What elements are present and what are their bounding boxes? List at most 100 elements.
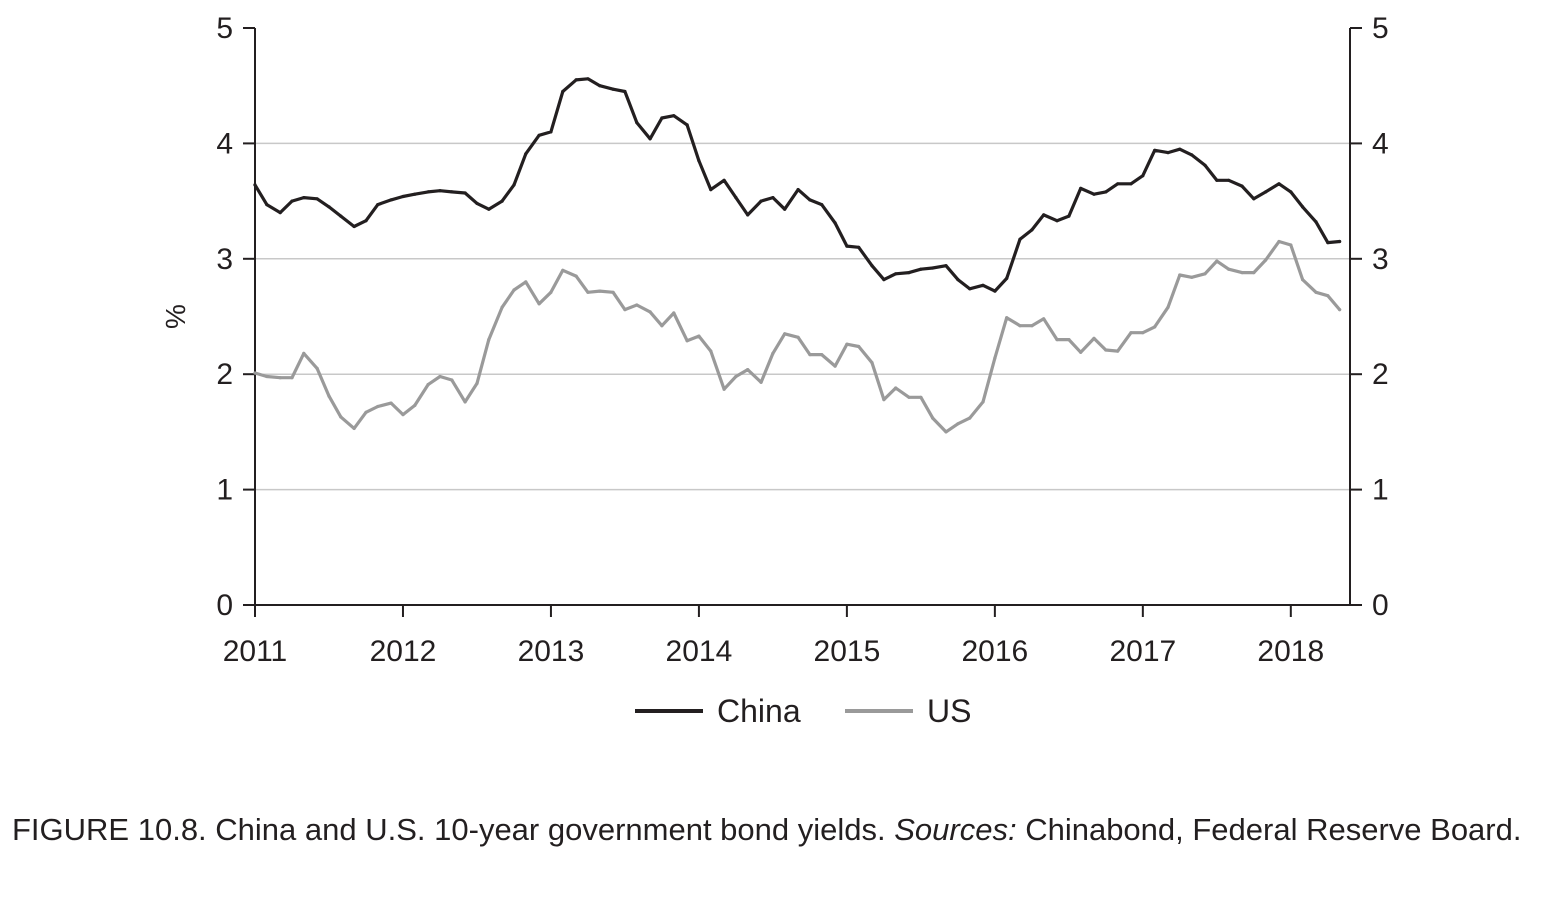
data-point-us-28 [598, 289, 602, 293]
data-point-us-6 [327, 394, 331, 398]
y-tick-label-left-3: 3 [216, 243, 233, 276]
data-point-china-60 [993, 289, 997, 293]
data-point-china-45 [808, 198, 812, 202]
data-point-china-27 [586, 77, 590, 81]
data-point-us-71 [1129, 331, 1133, 335]
data-point-us-33 [660, 324, 664, 328]
data-point-china-56 [944, 264, 948, 268]
data-point-china-49 [857, 245, 861, 249]
data-point-us-47 [833, 364, 837, 368]
data-point-us-17 [463, 400, 467, 404]
data-point-us-4 [302, 351, 306, 355]
data-point-china-48 [845, 244, 849, 248]
x-tick-label-0: 2011 [223, 635, 288, 668]
data-point-china-51 [882, 278, 886, 282]
data-point-china-58 [968, 287, 972, 291]
data-point-china-10 [376, 203, 380, 207]
data-point-china-63 [1030, 228, 1034, 232]
data-point-china-80 [1240, 184, 1244, 188]
data-point-us-11 [389, 401, 393, 405]
data-point-us-40 [746, 368, 750, 372]
data-point-china-29 [611, 87, 615, 91]
data-point-china-79 [1227, 178, 1231, 182]
data-point-china-88 [1338, 239, 1342, 244]
data-point-us-34 [672, 311, 676, 315]
data-point-us-76 [1190, 275, 1194, 279]
data-point-china-1 [265, 203, 269, 207]
data-point-china-40 [746, 213, 750, 217]
gridlines [255, 142, 1350, 491]
data-point-china-42 [771, 196, 775, 200]
y-tick-label-right-0: 0 [1372, 589, 1389, 622]
data-point-china-0 [253, 183, 257, 187]
data-point-us-70 [1116, 349, 1120, 353]
data-point-us-59 [981, 400, 985, 404]
data-point-us-80 [1240, 271, 1244, 275]
data-point-china-44 [796, 188, 800, 192]
data-point-china-46 [820, 203, 824, 207]
data-point-china-72 [1141, 174, 1145, 178]
data-point-us-45 [808, 353, 812, 357]
data-point-china-55 [931, 266, 935, 270]
data-point-us-26 [574, 274, 578, 278]
data-point-china-62 [1018, 237, 1022, 241]
data-point-china-37 [709, 188, 713, 192]
data-point-us-65 [1055, 338, 1059, 342]
data-point-us-16 [450, 378, 454, 382]
data-point-us-32 [648, 310, 652, 314]
y-tick-label-right-4: 4 [1372, 127, 1389, 160]
data-point-us-12 [401, 413, 405, 417]
data-point-us-31 [635, 303, 639, 307]
x-tick-label-3: 2014 [666, 635, 733, 668]
legend: China US [635, 693, 971, 729]
data-point-us-61 [1005, 316, 1009, 320]
data-point-us-1 [265, 374, 269, 379]
data-point-us-62 [1018, 324, 1022, 328]
data-point-china-59 [981, 283, 985, 287]
bond-yield-chart: 0 0 1 1 2 2 3 3 4 4 5 5 2011 2012 2013 2014 2015 2016 2017… [160, 12, 1389, 729]
data-point-us-24 [549, 290, 553, 294]
data-point-china-36 [697, 159, 701, 163]
data-point-us-21 [512, 288, 516, 292]
data-point-us-81 [1252, 271, 1256, 275]
data-point-china-65 [1055, 219, 1059, 223]
data-point-us-60 [993, 356, 997, 360]
data-point-china-16 [450, 190, 454, 194]
data-point-us-43 [783, 332, 787, 336]
data-point-us-66 [1067, 338, 1071, 342]
data-point-us-49 [857, 344, 861, 349]
caption-sources-label: Sources: [894, 812, 1017, 847]
data-point-china-18 [475, 201, 479, 205]
data-point-us-72 [1141, 331, 1145, 335]
data-point-us-39 [734, 374, 738, 379]
x-tick-label-2: 2013 [518, 635, 585, 668]
data-point-us-0 [253, 371, 257, 375]
data-point-us-19 [487, 338, 491, 342]
y-tick-label-left-1: 1 [216, 474, 233, 507]
data-point-us-27 [586, 290, 590, 294]
data-point-china-67 [1079, 186, 1083, 190]
data-point-china-64 [1042, 213, 1046, 217]
data-point-us-75 [1178, 273, 1182, 277]
data-point-china-61 [1005, 276, 1009, 280]
data-point-us-78 [1215, 259, 1219, 263]
data-point-us-84 [1289, 243, 1293, 247]
data-point-china-20 [500, 199, 504, 203]
data-point-china-26 [574, 78, 578, 82]
data-point-china-2 [278, 211, 282, 215]
data-point-china-69 [1104, 190, 1108, 194]
data-point-china-24 [549, 130, 553, 134]
data-point-china-28 [598, 84, 602, 88]
data-point-china-84 [1289, 190, 1293, 194]
data-point-china-57 [956, 278, 960, 282]
data-point-us-82 [1264, 258, 1268, 262]
data-point-us-14 [426, 383, 430, 387]
data-point-us-51 [882, 398, 886, 402]
data-point-us-37 [709, 349, 713, 353]
data-point-china-30 [623, 89, 627, 94]
data-point-us-2 [278, 376, 282, 380]
data-point-china-25 [561, 89, 565, 94]
data-point-china-31 [635, 121, 639, 125]
data-point-us-25 [561, 268, 565, 272]
data-point-china-54 [919, 267, 923, 271]
